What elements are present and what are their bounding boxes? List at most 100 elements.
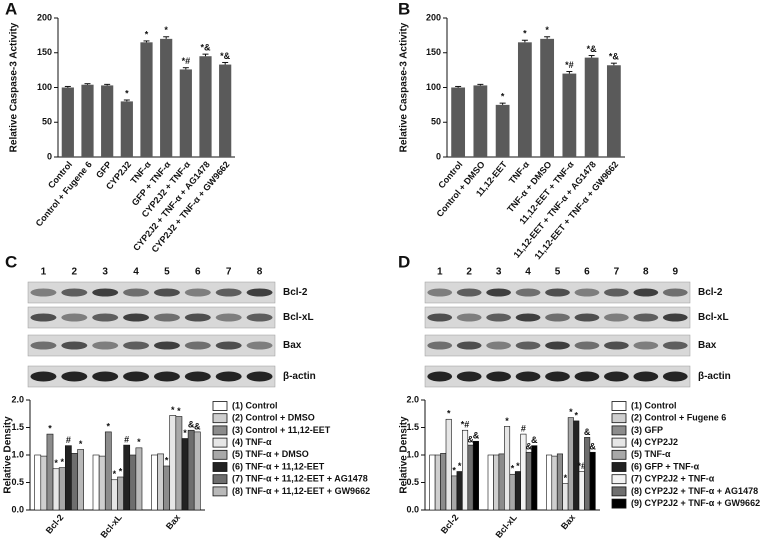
bar [440, 453, 447, 511]
legend-swatch [212, 486, 228, 497]
blot-band [92, 341, 119, 350]
blot-band [153, 288, 180, 297]
blot-band [456, 341, 482, 350]
legend-label: (8) CYP2J2 + TNF-α + AG1478 [631, 486, 758, 496]
blot-band [427, 313, 453, 322]
blot-band [662, 313, 688, 322]
blot-band [215, 341, 242, 350]
lane-number: 3 [102, 267, 108, 278]
blot-band [123, 341, 150, 350]
blot-band [633, 341, 659, 350]
annotation: * [569, 407, 573, 417]
annotation: * [183, 428, 187, 438]
y-axis-label: Relative Density [399, 416, 410, 494]
y-tick-label: 1.0 [406, 449, 419, 459]
blot-band [545, 313, 570, 322]
blot-band [427, 341, 453, 350]
bar [52, 468, 60, 511]
annotation: * [165, 455, 169, 465]
annotation: & [467, 434, 474, 444]
blot-band [662, 371, 688, 382]
blot-row-label: Bax [698, 340, 717, 351]
blot-band [604, 371, 629, 382]
bar [525, 451, 532, 511]
blot-band [246, 288, 273, 297]
lane-number: 1 [437, 267, 443, 278]
bar [584, 57, 599, 157]
legend-swatch [212, 437, 228, 448]
bar [81, 84, 94, 157]
blot-band [92, 313, 119, 322]
annotation: * [501, 92, 505, 102]
y-tick-label: 50 [42, 117, 52, 127]
bar [129, 454, 137, 511]
lane-number: 5 [164, 267, 170, 278]
panel-label: A [5, 0, 17, 18]
blot-band [123, 371, 150, 382]
bar [504, 426, 511, 511]
blot-band [153, 341, 180, 350]
bar [429, 454, 436, 511]
blot-band [215, 371, 242, 382]
blot-band [123, 313, 150, 322]
lane-number: 3 [496, 267, 502, 278]
blot-band [153, 371, 180, 382]
blot-band [153, 313, 180, 322]
lane-number: 7 [614, 267, 620, 278]
annotation: & [473, 431, 480, 441]
annotation: *& [587, 44, 598, 54]
bar [169, 415, 177, 511]
bar [434, 454, 441, 511]
blot-band [456, 288, 482, 297]
annotation: * [458, 461, 462, 471]
lane-number: 4 [133, 267, 139, 278]
annotation: * [125, 88, 129, 98]
bar [495, 104, 510, 157]
annotation: * [523, 29, 527, 39]
bar [473, 85, 488, 157]
blot-band [30, 288, 57, 297]
y-tick-label: 0.5 [11, 477, 24, 487]
bar [71, 453, 78, 511]
annotation: * [119, 466, 123, 476]
bar [175, 416, 183, 511]
legend-swatch [611, 425, 627, 436]
annotation: * [516, 461, 520, 471]
bar [451, 475, 458, 511]
blot-band [215, 288, 242, 297]
annotation: * [79, 439, 83, 449]
lane-number: 8 [643, 267, 649, 278]
blot-band [486, 341, 511, 350]
lane-number: 7 [226, 267, 232, 278]
blot-band [545, 341, 570, 350]
blot-band [184, 288, 211, 297]
bar [562, 73, 577, 157]
y-tick-label: 150 [426, 47, 441, 57]
legend-label: (2) Control + DMSO [232, 413, 315, 423]
bar [117, 476, 124, 511]
annotation: *& [609, 52, 620, 62]
blot-band [633, 288, 659, 297]
y-tick-label: 150 [37, 47, 52, 57]
lane-number: 6 [195, 267, 201, 278]
bar [517, 42, 532, 158]
lane-number: 8 [257, 267, 263, 278]
bar [160, 38, 173, 157]
annotation: * [48, 423, 52, 433]
blot-band [545, 371, 570, 382]
annotation: & [188, 420, 195, 430]
y-tick-label: 1.5 [406, 422, 419, 432]
y-tick-label: 200 [426, 12, 441, 22]
annotation: * [564, 473, 568, 483]
bar [531, 445, 538, 511]
blot-band [486, 313, 511, 322]
annotation: * [545, 25, 549, 35]
annotation: # [66, 435, 71, 445]
blot-band [633, 371, 659, 382]
legend-swatch [212, 474, 228, 485]
blot-band [515, 313, 541, 322]
legend-label: (4) TNF-α [232, 437, 272, 447]
annotation: & [194, 421, 201, 431]
blot-strip [27, 334, 276, 357]
